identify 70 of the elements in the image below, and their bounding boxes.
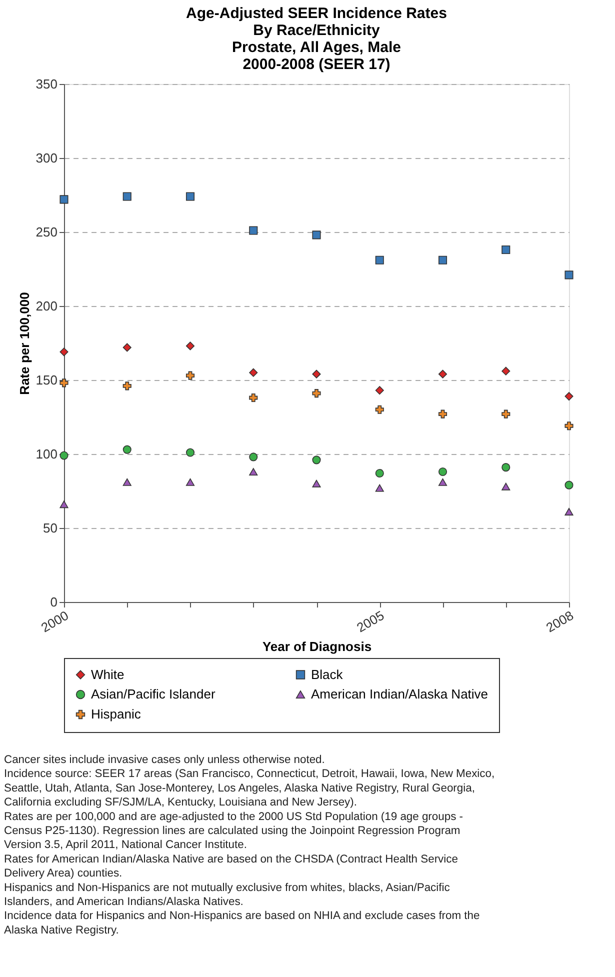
y-tick-label: 200 (36, 298, 58, 314)
legend-label: Asian/Pacific Islander (91, 686, 216, 702)
legend-label: Black (311, 666, 344, 682)
point (564, 480, 574, 490)
y-tick-label: 0 (50, 594, 58, 610)
point (312, 230, 321, 240)
legend-label: Hispanic (91, 706, 142, 722)
point (122, 192, 132, 201)
point (60, 378, 68, 388)
y-tick-label: 300 (36, 150, 58, 166)
point (122, 343, 132, 352)
point (375, 468, 384, 478)
point (249, 468, 258, 476)
y-tick-label: 150 (36, 372, 58, 388)
point (502, 482, 510, 490)
y-tick-label: 50 (43, 520, 58, 536)
point (564, 422, 574, 430)
x-tick-label: 2008 (543, 608, 576, 636)
point (60, 451, 68, 460)
point (502, 463, 510, 472)
point (122, 478, 132, 486)
point (186, 192, 195, 201)
point (312, 480, 321, 488)
point (186, 371, 195, 380)
point (564, 270, 574, 280)
x-axis-title: Year of Diagnosis (262, 639, 372, 654)
point (438, 467, 448, 476)
point (122, 445, 132, 454)
point (249, 368, 258, 377)
y-tick-label: 350 (36, 76, 58, 92)
point (249, 226, 258, 235)
point (564, 508, 574, 516)
point (375, 484, 384, 492)
point (438, 370, 448, 378)
point (186, 478, 195, 486)
point (502, 245, 510, 254)
point (502, 366, 510, 376)
point (60, 195, 68, 204)
text: Rates are per 100,000 and are age-adjusted to the 2000 US Std Population (19 age groups - Census P25-1130). Regression lines are calculated using the Joinpoint Regression Program Version 3.5, April 2011, National Cancer Institute. (4, 810, 464, 852)
point (375, 256, 384, 264)
x-tick-label: 2000 (38, 608, 71, 636)
text: Incidence source: SEER 17 areas (San Francisco, Connecticut, Detroit, Hawaii, Iowa, New Mexico, Seattle, Utah, Atlanta, San Jose-Monterey, Los Angeles, Alaska Native Registry, Rural Georgia, California excluding SF/SJM/LA, Kentucky, Louisiana and New Jersey). (4, 768, 495, 809)
text: Incidence data for Hispanics and Non-Hispanics are based on NHIA and exclude cases from the Alaska Native Registry. (4, 910, 480, 936)
legend-label: American Indian/Alaska Native (311, 686, 488, 702)
point (122, 382, 132, 390)
point (249, 393, 258, 402)
chart-title: Age-Adjusted SEER Incidence Rates By Race/Ethnicity Prostate, All Ages, Male 2000-2008 (SEER 17) (186, 5, 447, 73)
point (249, 452, 258, 462)
point (438, 478, 448, 486)
legend-label: White (91, 666, 124, 682)
point (375, 386, 384, 395)
point (312, 456, 321, 464)
y-axis-title: Rate per 100,000 (16, 292, 32, 395)
y-tick-label: 100 (36, 446, 58, 462)
point (312, 370, 321, 378)
point (502, 410, 510, 418)
point (186, 342, 195, 350)
point (186, 448, 195, 457)
point (375, 405, 384, 414)
point (438, 410, 448, 418)
x-tick-label: 2005 (354, 608, 387, 636)
point (60, 500, 68, 508)
text: Cancer sites include invasive cases only unless otherwise noted. (4, 754, 325, 766)
text: Hispanics and Non-Hispanics are not mutually exclusive from whites, blacks, Asian/Pacific Islanders, and American Indians/Alaska Natives. (4, 882, 450, 908)
point (438, 256, 448, 264)
point (60, 348, 68, 356)
text: Rates for American Indian/Alaska Native are based on the CHSDA (Contract Health Service Delivery Area) counties. (4, 853, 458, 880)
point (312, 389, 321, 398)
point (564, 392, 574, 401)
y-tick-label: 250 (36, 224, 58, 240)
